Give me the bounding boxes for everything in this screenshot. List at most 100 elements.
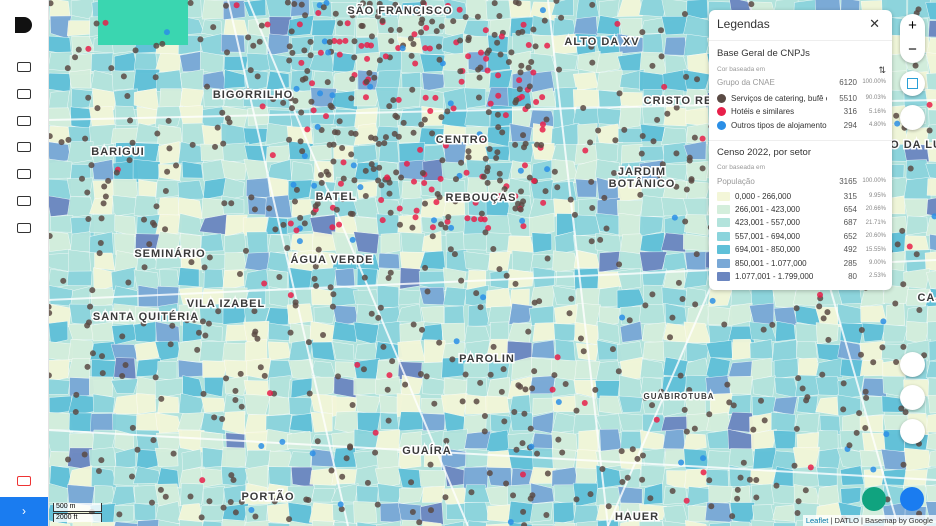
grid-icon[interactable] xyxy=(17,169,31,179)
census-tract xyxy=(177,180,205,200)
census-tract xyxy=(374,465,401,489)
map-tool-button[interactable] xyxy=(900,105,925,130)
chat-ai-button[interactable] xyxy=(862,487,886,511)
business-point xyxy=(232,509,239,516)
census-tract xyxy=(486,377,511,400)
business-point xyxy=(386,103,393,110)
zoom-control[interactable]: + − xyxy=(900,14,925,63)
road xyxy=(547,0,609,526)
home-icon[interactable] xyxy=(17,223,31,233)
business-point xyxy=(657,27,664,34)
item-count: 654 xyxy=(843,204,857,214)
business-point xyxy=(354,361,361,368)
business-point xyxy=(287,220,294,227)
close-button[interactable]: ✕ xyxy=(869,16,880,31)
chart-icon[interactable] xyxy=(17,142,31,152)
legend-item: 557,001 - 694,000 652 20.60% xyxy=(717,230,886,242)
census-tract xyxy=(90,143,114,165)
item-name: 266,001 - 423,000 xyxy=(735,204,800,214)
business-point xyxy=(734,495,741,502)
layers-icon[interactable] xyxy=(17,62,31,72)
business-point xyxy=(329,303,336,310)
business-point xyxy=(87,303,94,310)
legend-swatch xyxy=(717,191,730,201)
business-point xyxy=(199,477,206,484)
business-point xyxy=(883,431,890,438)
legend-button[interactable] xyxy=(900,71,925,96)
census-tract xyxy=(154,231,181,253)
logo[interactable] xyxy=(15,17,32,33)
business-point xyxy=(902,409,909,416)
business-point xyxy=(501,186,508,193)
chat-button[interactable] xyxy=(900,487,924,511)
legend-item: 694,001 - 850,000 492 15.55% xyxy=(717,244,886,256)
census-tract xyxy=(639,504,668,521)
business-point xyxy=(328,104,335,111)
business-point xyxy=(119,333,126,340)
business-point xyxy=(530,177,537,184)
census-tract xyxy=(443,286,467,307)
draw-button[interactable] xyxy=(900,352,925,377)
census-tract xyxy=(400,232,425,254)
business-point xyxy=(339,473,346,480)
business-point xyxy=(154,130,161,137)
census-tract xyxy=(925,216,936,236)
business-point xyxy=(367,42,374,49)
census-tract xyxy=(859,340,886,361)
census-tract xyxy=(90,52,114,73)
census-tract xyxy=(925,360,936,378)
folder-icon[interactable] xyxy=(17,89,31,99)
business-point xyxy=(421,200,428,207)
select-button[interactable] xyxy=(900,385,925,410)
business-point xyxy=(580,105,587,112)
census-tract xyxy=(616,200,645,217)
business-point xyxy=(862,388,869,395)
census-tract xyxy=(640,195,666,217)
legend-swatch xyxy=(717,120,726,130)
business-point xyxy=(892,300,899,307)
business-point xyxy=(370,165,377,172)
neighborhood-label: JARDIM xyxy=(618,166,666,178)
legend-swatch xyxy=(717,93,726,103)
business-point xyxy=(653,416,660,423)
census-tract xyxy=(511,250,534,272)
census-tract xyxy=(553,501,575,525)
census-tract xyxy=(177,412,206,431)
business-point xyxy=(678,459,685,466)
business-point xyxy=(368,33,375,40)
business-point xyxy=(487,371,494,378)
census-tract xyxy=(816,484,840,507)
census-tract xyxy=(885,303,906,326)
business-point xyxy=(315,10,322,17)
census-tract xyxy=(90,521,115,526)
census-tract xyxy=(467,520,487,526)
business-point xyxy=(554,354,561,361)
business-point xyxy=(520,223,527,230)
census-tract xyxy=(181,161,204,179)
business-point xyxy=(344,20,351,27)
export-icon[interactable] xyxy=(17,196,31,206)
road xyxy=(247,0,469,526)
business-point xyxy=(297,214,304,221)
logout-icon[interactable] xyxy=(17,476,31,486)
business-point xyxy=(616,261,623,268)
neighborhood-label: VILA IZABEL xyxy=(187,298,265,310)
census-tract xyxy=(709,522,732,526)
business-point xyxy=(48,0,54,7)
census-tract xyxy=(576,520,598,526)
section-title: Base Geral de CNPJs xyxy=(717,48,810,59)
business-point xyxy=(148,499,155,506)
measure-button[interactable] xyxy=(900,419,925,444)
neighborhood-label: ÁGUA VERDE xyxy=(291,253,374,266)
business-point xyxy=(700,455,707,462)
expand-button[interactable]: › xyxy=(0,497,48,526)
map-icon[interactable] xyxy=(17,116,31,126)
business-point xyxy=(393,169,400,176)
business-point xyxy=(437,175,444,182)
business-point xyxy=(206,254,213,261)
business-point xyxy=(639,476,646,483)
business-point xyxy=(484,179,491,186)
attribution-link[interactable]: Leaflet xyxy=(805,516,829,525)
business-point xyxy=(658,388,665,395)
